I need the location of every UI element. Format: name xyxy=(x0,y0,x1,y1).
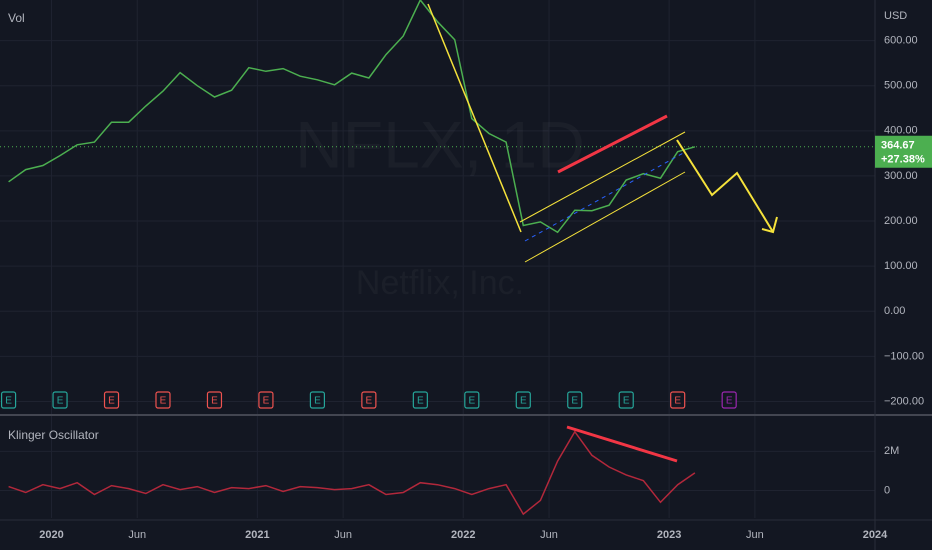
data-line xyxy=(8,430,696,516)
earnings-label: E xyxy=(5,396,12,407)
y-tick-label: 2M xyxy=(884,445,899,457)
earnings-label: E xyxy=(314,396,321,407)
plot-layer: 600.00 500.00 400.00 300.00 200.00 100.00 0.00… xyxy=(0,0,924,541)
earnings-label: E xyxy=(366,396,373,407)
earnings-marker xyxy=(464,391,480,409)
earnings-marker xyxy=(670,391,686,409)
channel-mid xyxy=(524,151,686,242)
earnings-label: E xyxy=(57,396,64,407)
divergence-line xyxy=(566,425,678,463)
earnings-marker xyxy=(258,391,274,409)
y-tick-label: −100.00 xyxy=(884,350,924,362)
projection-path xyxy=(676,139,774,233)
price-tag xyxy=(875,135,932,168)
earnings-marker xyxy=(52,391,68,409)
earnings-label: E xyxy=(468,396,475,407)
divergence-line xyxy=(557,114,668,174)
projection-arrowhead xyxy=(761,216,778,234)
y-tick-label: 100.00 xyxy=(884,260,918,272)
x-tick-label: Jun xyxy=(746,529,764,541)
trend-line xyxy=(427,3,522,233)
y-tick-label: 0.00 xyxy=(884,305,905,317)
earnings-label: E xyxy=(211,396,218,407)
earnings-marker xyxy=(618,391,634,409)
earnings-marker xyxy=(412,391,428,409)
data-line xyxy=(8,0,696,234)
y-tick-label: 600.00 xyxy=(884,35,918,47)
x-tick-label: 2020 xyxy=(39,529,63,541)
earnings-label: E xyxy=(263,396,270,407)
earnings-marker xyxy=(206,391,223,409)
y-tick-label: −200.00 xyxy=(884,395,924,407)
x-tick-label: 2023 xyxy=(657,529,681,541)
y-tick-label: 200.00 xyxy=(884,215,918,227)
earnings-marker xyxy=(361,391,377,409)
watermark-symbol: NFLX, 1D xyxy=(295,107,585,181)
earnings-marker xyxy=(309,391,326,409)
earnings-label: E xyxy=(623,396,630,407)
price-tag-layer: 364.67 +27.38% xyxy=(875,135,932,168)
earnings-label: E xyxy=(726,396,733,407)
earnings-label: E xyxy=(520,396,527,407)
earnings-label: E xyxy=(571,396,578,407)
grid-layer xyxy=(0,0,876,518)
currency-label: USD xyxy=(884,10,907,22)
earnings-label: E xyxy=(160,396,167,407)
earnings-marker xyxy=(567,391,583,409)
y-tick-label: 400.00 xyxy=(884,125,918,137)
earnings-marker xyxy=(0,391,17,409)
x-tick-label: 2021 xyxy=(245,529,269,541)
earnings-marker xyxy=(103,391,120,409)
watermark-name: Netflix, Inc. xyxy=(356,264,524,302)
x-tick-label: Jun xyxy=(540,529,558,541)
x-tick-label: Jun xyxy=(334,529,352,541)
drawings xyxy=(427,3,778,463)
earnings-marker xyxy=(515,391,531,409)
pane-title: Klinger Oscillator xyxy=(8,428,99,442)
y-tick-label: 0 xyxy=(884,484,890,496)
earnings-label: E xyxy=(674,396,681,407)
y-tick-label: 500.00 xyxy=(884,80,918,92)
earnings-label: E xyxy=(108,396,115,407)
channel-lower xyxy=(524,171,686,263)
price-tag-change: +27.38% xyxy=(881,154,925,166)
y-tick-label: 300.00 xyxy=(884,170,918,182)
earnings-marker xyxy=(155,391,171,409)
volume-label: Vol xyxy=(8,11,25,25)
x-tick-label: 2022 xyxy=(451,529,475,541)
earnings-label: E xyxy=(417,396,424,407)
x-tick-label: Jun xyxy=(128,529,146,541)
channel-upper xyxy=(519,131,686,223)
earnings-marker xyxy=(721,391,737,409)
price-tag-value: 364.67 xyxy=(881,140,915,152)
